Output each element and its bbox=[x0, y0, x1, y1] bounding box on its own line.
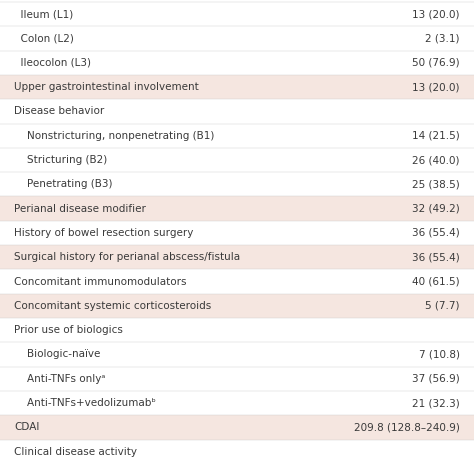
Text: Stricturing (B2): Stricturing (B2) bbox=[14, 155, 108, 165]
Text: Ileum (L1): Ileum (L1) bbox=[14, 9, 73, 19]
Text: 13 (20.0): 13 (20.0) bbox=[412, 9, 460, 19]
Text: 36 (55.4): 36 (55.4) bbox=[412, 252, 460, 262]
Text: Anti-TNFs+vedolizumabᵇ: Anti-TNFs+vedolizumabᵇ bbox=[14, 398, 156, 408]
Text: Ileocolon (L3): Ileocolon (L3) bbox=[14, 58, 91, 68]
Bar bbox=[0, 245, 474, 269]
Text: 209.8 (128.8–240.9): 209.8 (128.8–240.9) bbox=[354, 422, 460, 432]
Text: 40 (61.5): 40 (61.5) bbox=[412, 276, 460, 287]
Bar bbox=[0, 27, 474, 51]
Bar bbox=[0, 391, 474, 415]
Bar bbox=[0, 318, 474, 342]
Text: 14 (21.5): 14 (21.5) bbox=[412, 131, 460, 141]
Bar bbox=[0, 75, 474, 99]
Text: Concomitant immunomodulators: Concomitant immunomodulators bbox=[14, 276, 187, 287]
Text: Clinical disease activity: Clinical disease activity bbox=[14, 447, 137, 456]
Text: Nonstricturing, nonpenetrating (B1): Nonstricturing, nonpenetrating (B1) bbox=[14, 131, 215, 141]
Text: Biologic-naïve: Biologic-naïve bbox=[14, 349, 100, 359]
Text: 5 (7.7): 5 (7.7) bbox=[425, 301, 460, 311]
Text: History of bowel resection surgery: History of bowel resection surgery bbox=[14, 228, 193, 238]
Bar bbox=[0, 196, 474, 221]
Bar bbox=[0, 221, 474, 245]
Text: 21 (32.3): 21 (32.3) bbox=[412, 398, 460, 408]
Text: 50 (76.9): 50 (76.9) bbox=[412, 58, 460, 68]
Bar bbox=[0, 2, 474, 27]
Text: Concomitant systemic corticosteroids: Concomitant systemic corticosteroids bbox=[14, 301, 211, 311]
Text: Colon (L2): Colon (L2) bbox=[14, 34, 74, 44]
Text: 32 (49.2): 32 (49.2) bbox=[412, 204, 460, 214]
Bar bbox=[0, 124, 474, 148]
Text: Anti-TNFs onlyᵃ: Anti-TNFs onlyᵃ bbox=[14, 374, 106, 384]
Bar bbox=[0, 342, 474, 366]
Text: 25 (38.5): 25 (38.5) bbox=[412, 179, 460, 189]
Text: 13 (20.0): 13 (20.0) bbox=[412, 82, 460, 92]
Bar bbox=[0, 269, 474, 294]
Text: Prior use of biologics: Prior use of biologics bbox=[14, 325, 123, 335]
Bar bbox=[0, 51, 474, 75]
Text: Disease behavior: Disease behavior bbox=[14, 106, 104, 117]
Bar bbox=[0, 366, 474, 391]
Text: Upper gastrointestinal involvement: Upper gastrointestinal involvement bbox=[14, 82, 199, 92]
Text: 2 (3.1): 2 (3.1) bbox=[425, 34, 460, 44]
Bar bbox=[0, 415, 474, 439]
Text: 7 (10.8): 7 (10.8) bbox=[419, 349, 460, 359]
Bar bbox=[0, 172, 474, 196]
Text: CDAI: CDAI bbox=[14, 422, 40, 432]
Bar bbox=[0, 294, 474, 318]
Bar bbox=[0, 148, 474, 172]
Text: 26 (40.0): 26 (40.0) bbox=[412, 155, 460, 165]
Text: 36 (55.4): 36 (55.4) bbox=[412, 228, 460, 238]
Text: Perianal disease modifier: Perianal disease modifier bbox=[14, 204, 146, 214]
Text: Penetrating (B3): Penetrating (B3) bbox=[14, 179, 113, 189]
Text: 37 (56.9): 37 (56.9) bbox=[412, 374, 460, 384]
Text: Surgical history for perianal abscess/fistula: Surgical history for perianal abscess/fi… bbox=[14, 252, 240, 262]
Bar bbox=[0, 99, 474, 124]
